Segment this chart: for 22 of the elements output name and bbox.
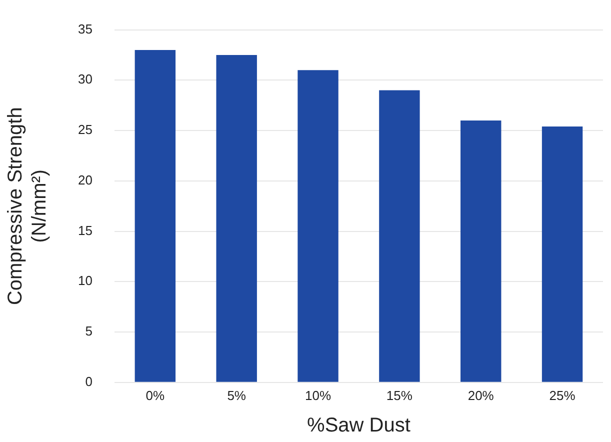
y-tick-label: 20 [78,172,92,188]
x-tick-label: 10% [305,388,332,403]
x-tick-label: 25% [549,388,576,403]
bar [379,90,420,382]
bar [542,126,583,382]
y-tick-label: 35 [78,21,92,36]
bar [460,120,502,382]
y-tick-label: 25 [78,122,92,138]
x-tick-label: 20% [468,388,494,403]
y-tick-label: 5 [85,324,92,339]
y-tick-label: 30 [78,72,92,87]
x-tick-label: 5% [227,388,246,403]
y-tick-label: 10 [78,273,92,288]
y-tick-label: 0 [85,374,92,389]
x-tick-label: 15% [386,388,413,403]
bar [298,70,338,382]
x-tick-label: 0% [146,388,166,403]
y-tick-label: 15 [78,222,92,238]
bar [216,54,257,382]
x-axis-title: %Saw Dust [307,414,411,437]
bar [134,50,176,382]
y-axis-title: Compressive Strength (N/mm²) [4,107,51,306]
